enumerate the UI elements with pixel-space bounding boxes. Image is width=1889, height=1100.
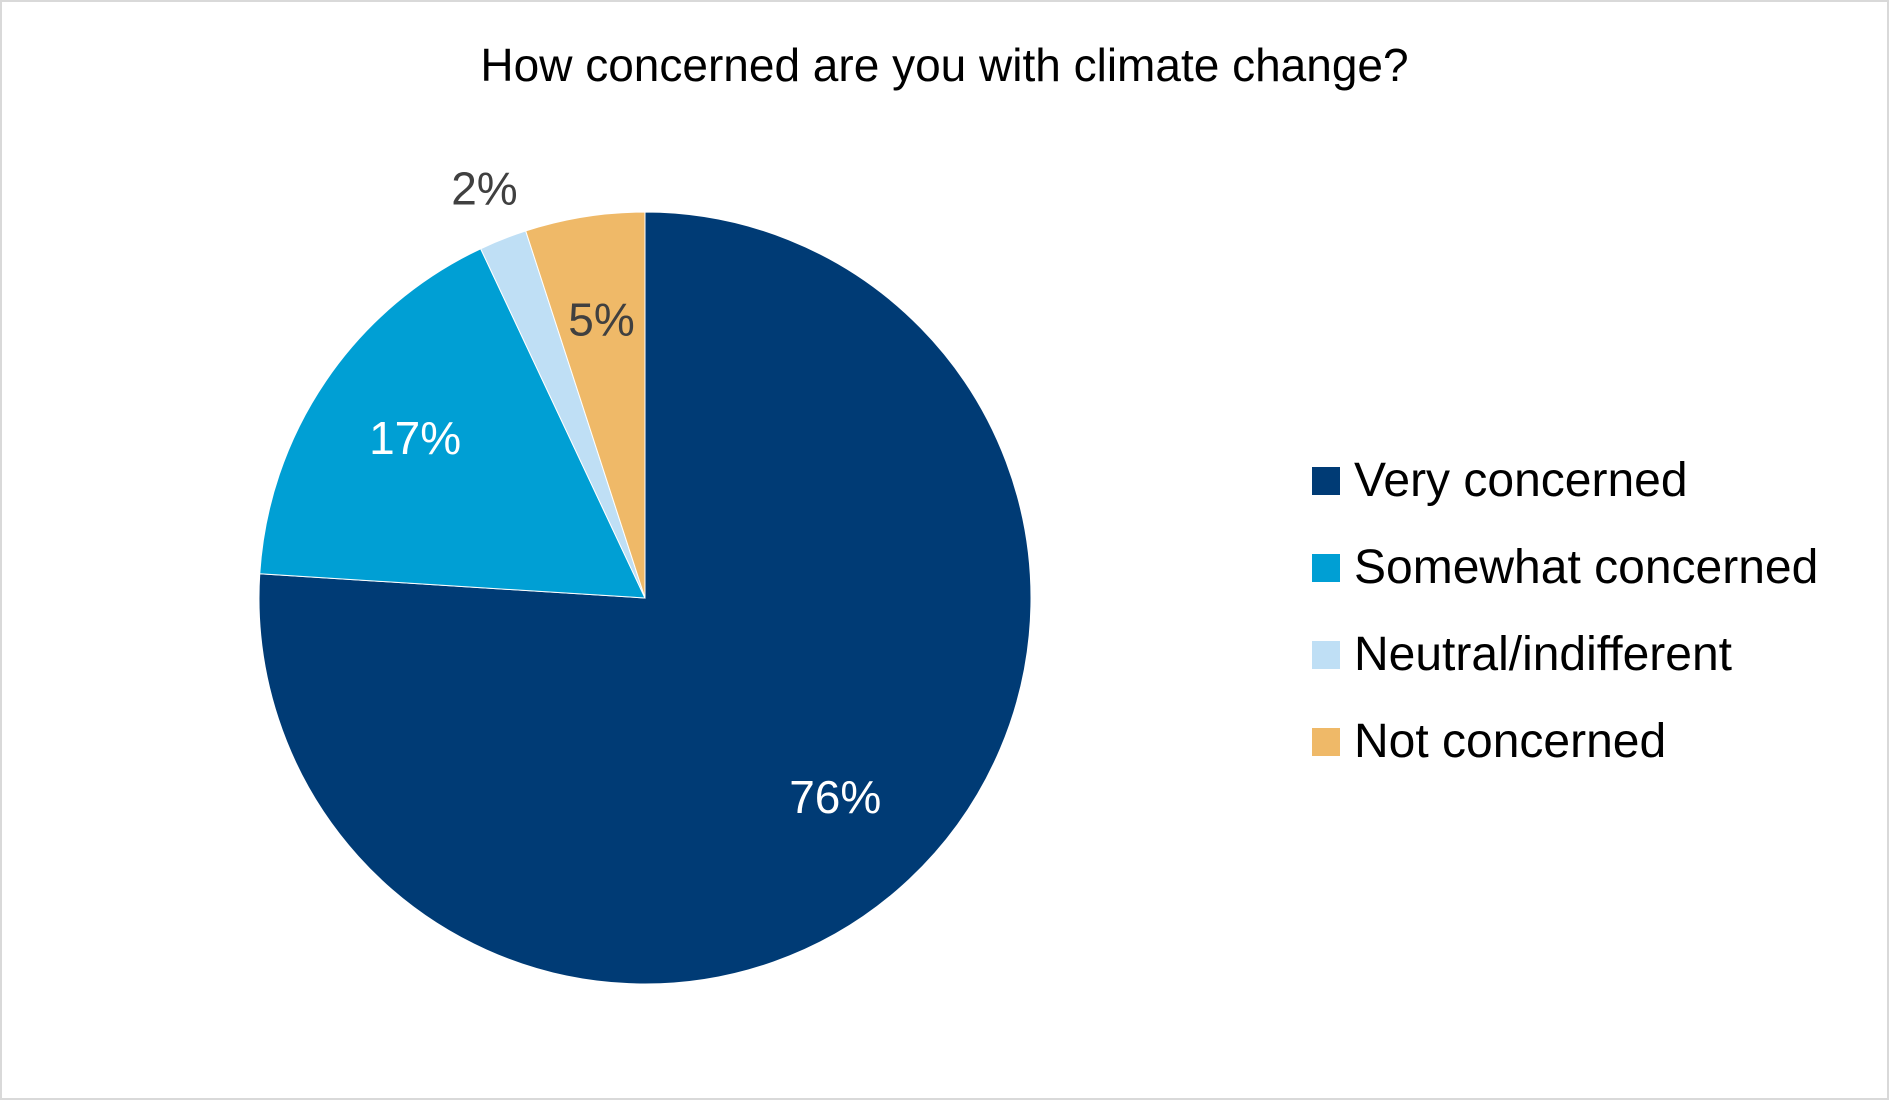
legend-label: Very concerned [1354, 454, 1688, 507]
legend-label: Not concerned [1354, 715, 1667, 768]
pie-slice-somewhat-concerned [259, 248, 646, 599]
pie-slice-not-concerned [525, 211, 646, 599]
data-label-not-concerned: 5% [568, 294, 634, 346]
legend-swatch [1312, 553, 1340, 582]
legend-item-neutral-indifferent: Neutral/indifferent [1312, 611, 1818, 698]
chart-title: How concerned are you with climate chang… [480, 39, 1409, 91]
legend: Very concerned Somewhat concerned Neutra… [1312, 437, 1818, 785]
legend-label: Neutral/indifferent [1354, 628, 1732, 681]
legend-item-not-concerned: Not concerned [1312, 698, 1818, 785]
legend-swatch [1312, 466, 1340, 495]
legend-label: Somewhat concerned [1354, 541, 1819, 594]
legend-item-somewhat-concerned: Somewhat concerned [1312, 524, 1818, 611]
data-label-neutral-indifferent: 2% [451, 163, 517, 215]
legend-item-very-concerned: Very concerned [1312, 437, 1818, 524]
legend-swatch [1312, 640, 1340, 669]
legend-swatch [1312, 727, 1340, 756]
data-label-very-concerned: 76% [789, 771, 881, 823]
data-label-somewhat-concerned: 17% [369, 412, 461, 464]
